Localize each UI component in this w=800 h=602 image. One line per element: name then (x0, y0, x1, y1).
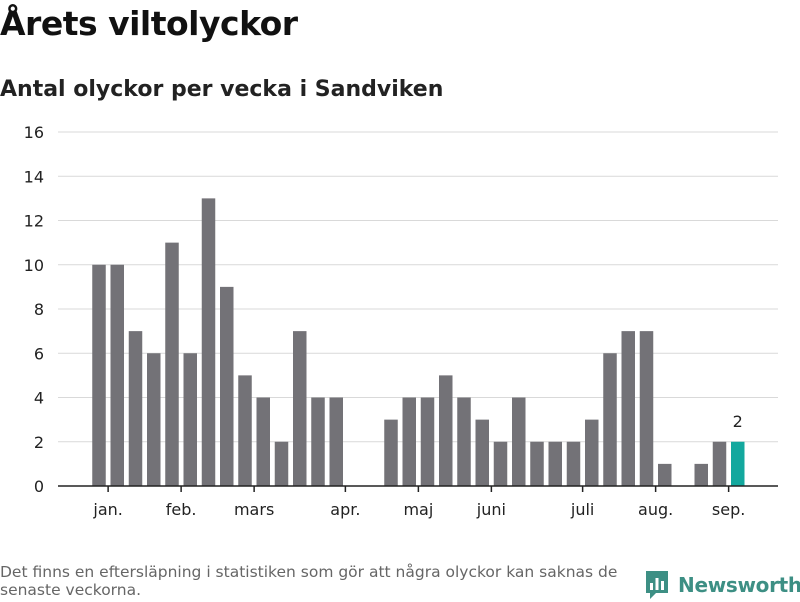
y-tick-label: 6 (34, 344, 44, 363)
y-tick-label: 4 (34, 389, 44, 408)
bar (165, 242, 179, 486)
bar (420, 397, 435, 486)
brand-name: Newsworthy (678, 573, 800, 597)
chart-subtitle: Antal olyckor per vecka i Sandviken (0, 77, 444, 102)
y-tick-label: 12 (24, 212, 44, 231)
bar (220, 286, 234, 486)
data-labels: 2 (733, 412, 743, 431)
brand-logo: Newsworthy (644, 568, 800, 602)
bar (603, 353, 617, 486)
x-axis-ticks: jan. feb. mars apr. maj juni juli aug. sep. (92, 486, 745, 519)
bar (183, 353, 197, 486)
bars (92, 198, 745, 486)
bar (548, 441, 562, 486)
footnote: Det finns en eftersläpning i statistiken… (0, 563, 618, 599)
highlight-value-label: 2 (733, 412, 743, 431)
bar (585, 419, 599, 486)
x-tick-label: apr. (330, 500, 360, 519)
bar (256, 397, 270, 486)
y-tick-label: 0 (34, 477, 44, 496)
bar (457, 397, 471, 486)
chart-title: Årets viltolyckor (0, 4, 298, 43)
bar (658, 463, 672, 486)
x-tick-label: jan. (92, 500, 122, 519)
x-tick-label: mars (234, 500, 274, 519)
bar (512, 397, 526, 486)
bar (110, 264, 124, 486)
y-tick-label: 14 (24, 167, 44, 186)
bar (475, 419, 489, 486)
x-tick-label: aug. (638, 500, 673, 519)
x-tick-label: maj (403, 500, 433, 519)
bar (147, 353, 161, 486)
bar-highlight (731, 441, 745, 486)
bar (384, 419, 398, 486)
y-tick-label: 2 (34, 433, 44, 452)
x-tick-label: sep. (712, 500, 745, 519)
y-tick-label: 16 (24, 123, 44, 142)
bar (712, 441, 727, 486)
bar (201, 198, 216, 486)
y-tick-label: 10 (24, 256, 44, 275)
bar-chart: 0 2 4 6 8 10 12 14 16 jan. feb. mars apr. maj juni jul… (24, 123, 778, 519)
bar (694, 463, 708, 486)
bar (311, 397, 325, 486)
x-tick-label: juli (570, 500, 594, 519)
bar-chart-speech-bubble-icon (646, 571, 668, 599)
bar (566, 441, 581, 486)
bar (274, 441, 289, 486)
bar (402, 397, 416, 486)
bar (639, 331, 654, 486)
x-tick-label: feb. (166, 500, 197, 519)
bar (530, 441, 544, 486)
bar (92, 264, 106, 486)
bar (439, 375, 453, 486)
bar (621, 331, 635, 486)
bar (329, 397, 343, 486)
bar (238, 375, 252, 486)
bar (493, 441, 508, 486)
bar (293, 331, 307, 486)
y-axis-ticks: 0 2 4 6 8 10 12 14 16 (24, 123, 44, 496)
y-tick-label: 8 (34, 300, 44, 319)
bar (128, 331, 143, 486)
x-tick-label: juni (476, 500, 506, 519)
